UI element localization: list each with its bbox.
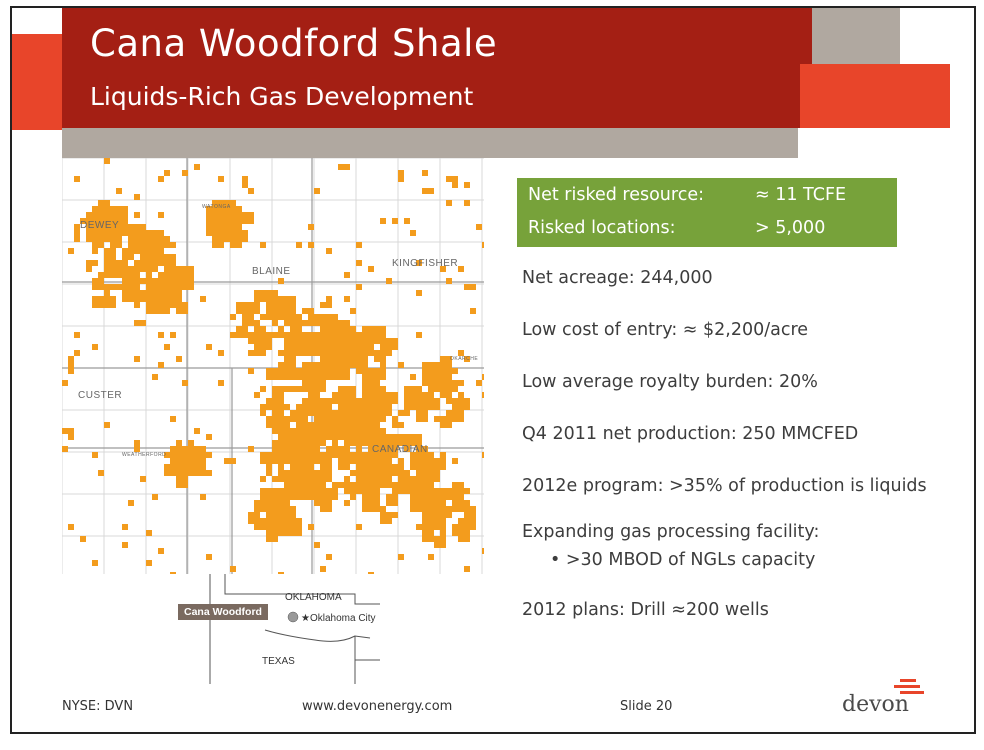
devon-logo-icon [894,679,924,694]
devon-logo-text: devon [842,692,909,717]
acreage-parcels [62,158,484,574]
county-label-kingfisher: KINGFISHER [392,258,459,269]
highlight-box: Net risked resource: ≈ 11 TCFE Risked lo… [517,178,897,247]
acreage-map: DEWEY BLAINE KINGFISHER CUSTER CANADIAN … [62,158,484,574]
highlight-value: > 5,000 [755,218,826,238]
town-label-weatherford: WEATHERFORD [122,452,167,458]
highlight-value: ≈ 11 TCFE [755,185,847,205]
fact-net-acreage: Net acreage: 244,000 [522,268,713,288]
inset-label-okc-text: Oklahoma City [309,613,376,624]
slide-subtitle: Liquids-Rich Gas Development [90,82,474,111]
town-label-watonga: WATONGA [202,204,231,210]
highlight-label: Net risked resource: [528,185,704,205]
fact-gas-processing: Expanding gas processing facility: [522,522,820,542]
cana-location-marker [287,611,299,623]
fact-drill-plans: 2012 plans: Drill ≈200 wells [522,600,769,620]
inset-label-texas: TEXAS [262,656,295,667]
title-bar [62,8,812,128]
accent-block-right [800,64,950,128]
footer-ticker: NYSE: DVN [62,699,134,714]
fact-royalty: Low average royalty burden: 20% [522,372,818,392]
subtitle-underbar [62,128,798,158]
inset-label-oklahoma: OKLAHOMA [285,592,342,603]
fact-liquids: 2012e program: >35% of production is liq… [522,476,927,496]
town-label-okarche: OKARCHE [450,356,479,362]
fact-cost-of-entry: Low cost of entry: ≈ $2,200/acre [522,320,809,340]
county-label-custer: CUSTER [78,390,123,401]
fact-production: Q4 2011 net production: 250 MMCFED [522,424,859,444]
highlight-label: Risked locations: [528,218,676,238]
county-label-dewey: DEWEY [80,220,120,231]
acreage-map-svg [62,158,484,574]
accent-block-left [12,34,62,130]
fact-ngl-capacity: • >30 MBOD of NGLs capacity [550,550,816,570]
footer-website: www.devonenergy.com [302,699,453,714]
county-label-blaine: BLAINE [252,266,291,277]
cana-woodford-tag: Cana Woodford [178,604,268,620]
footer-slide-number: Slide 20 [620,699,673,714]
slide-title: Cana Woodford Shale [90,22,498,65]
county-label-canadian: CANADIAN [372,444,428,455]
locator-map [209,574,380,684]
star-icon: ★ [301,613,310,624]
accent-block-grey [812,8,900,64]
inset-label-okc: ★Oklahoma City [301,613,376,624]
